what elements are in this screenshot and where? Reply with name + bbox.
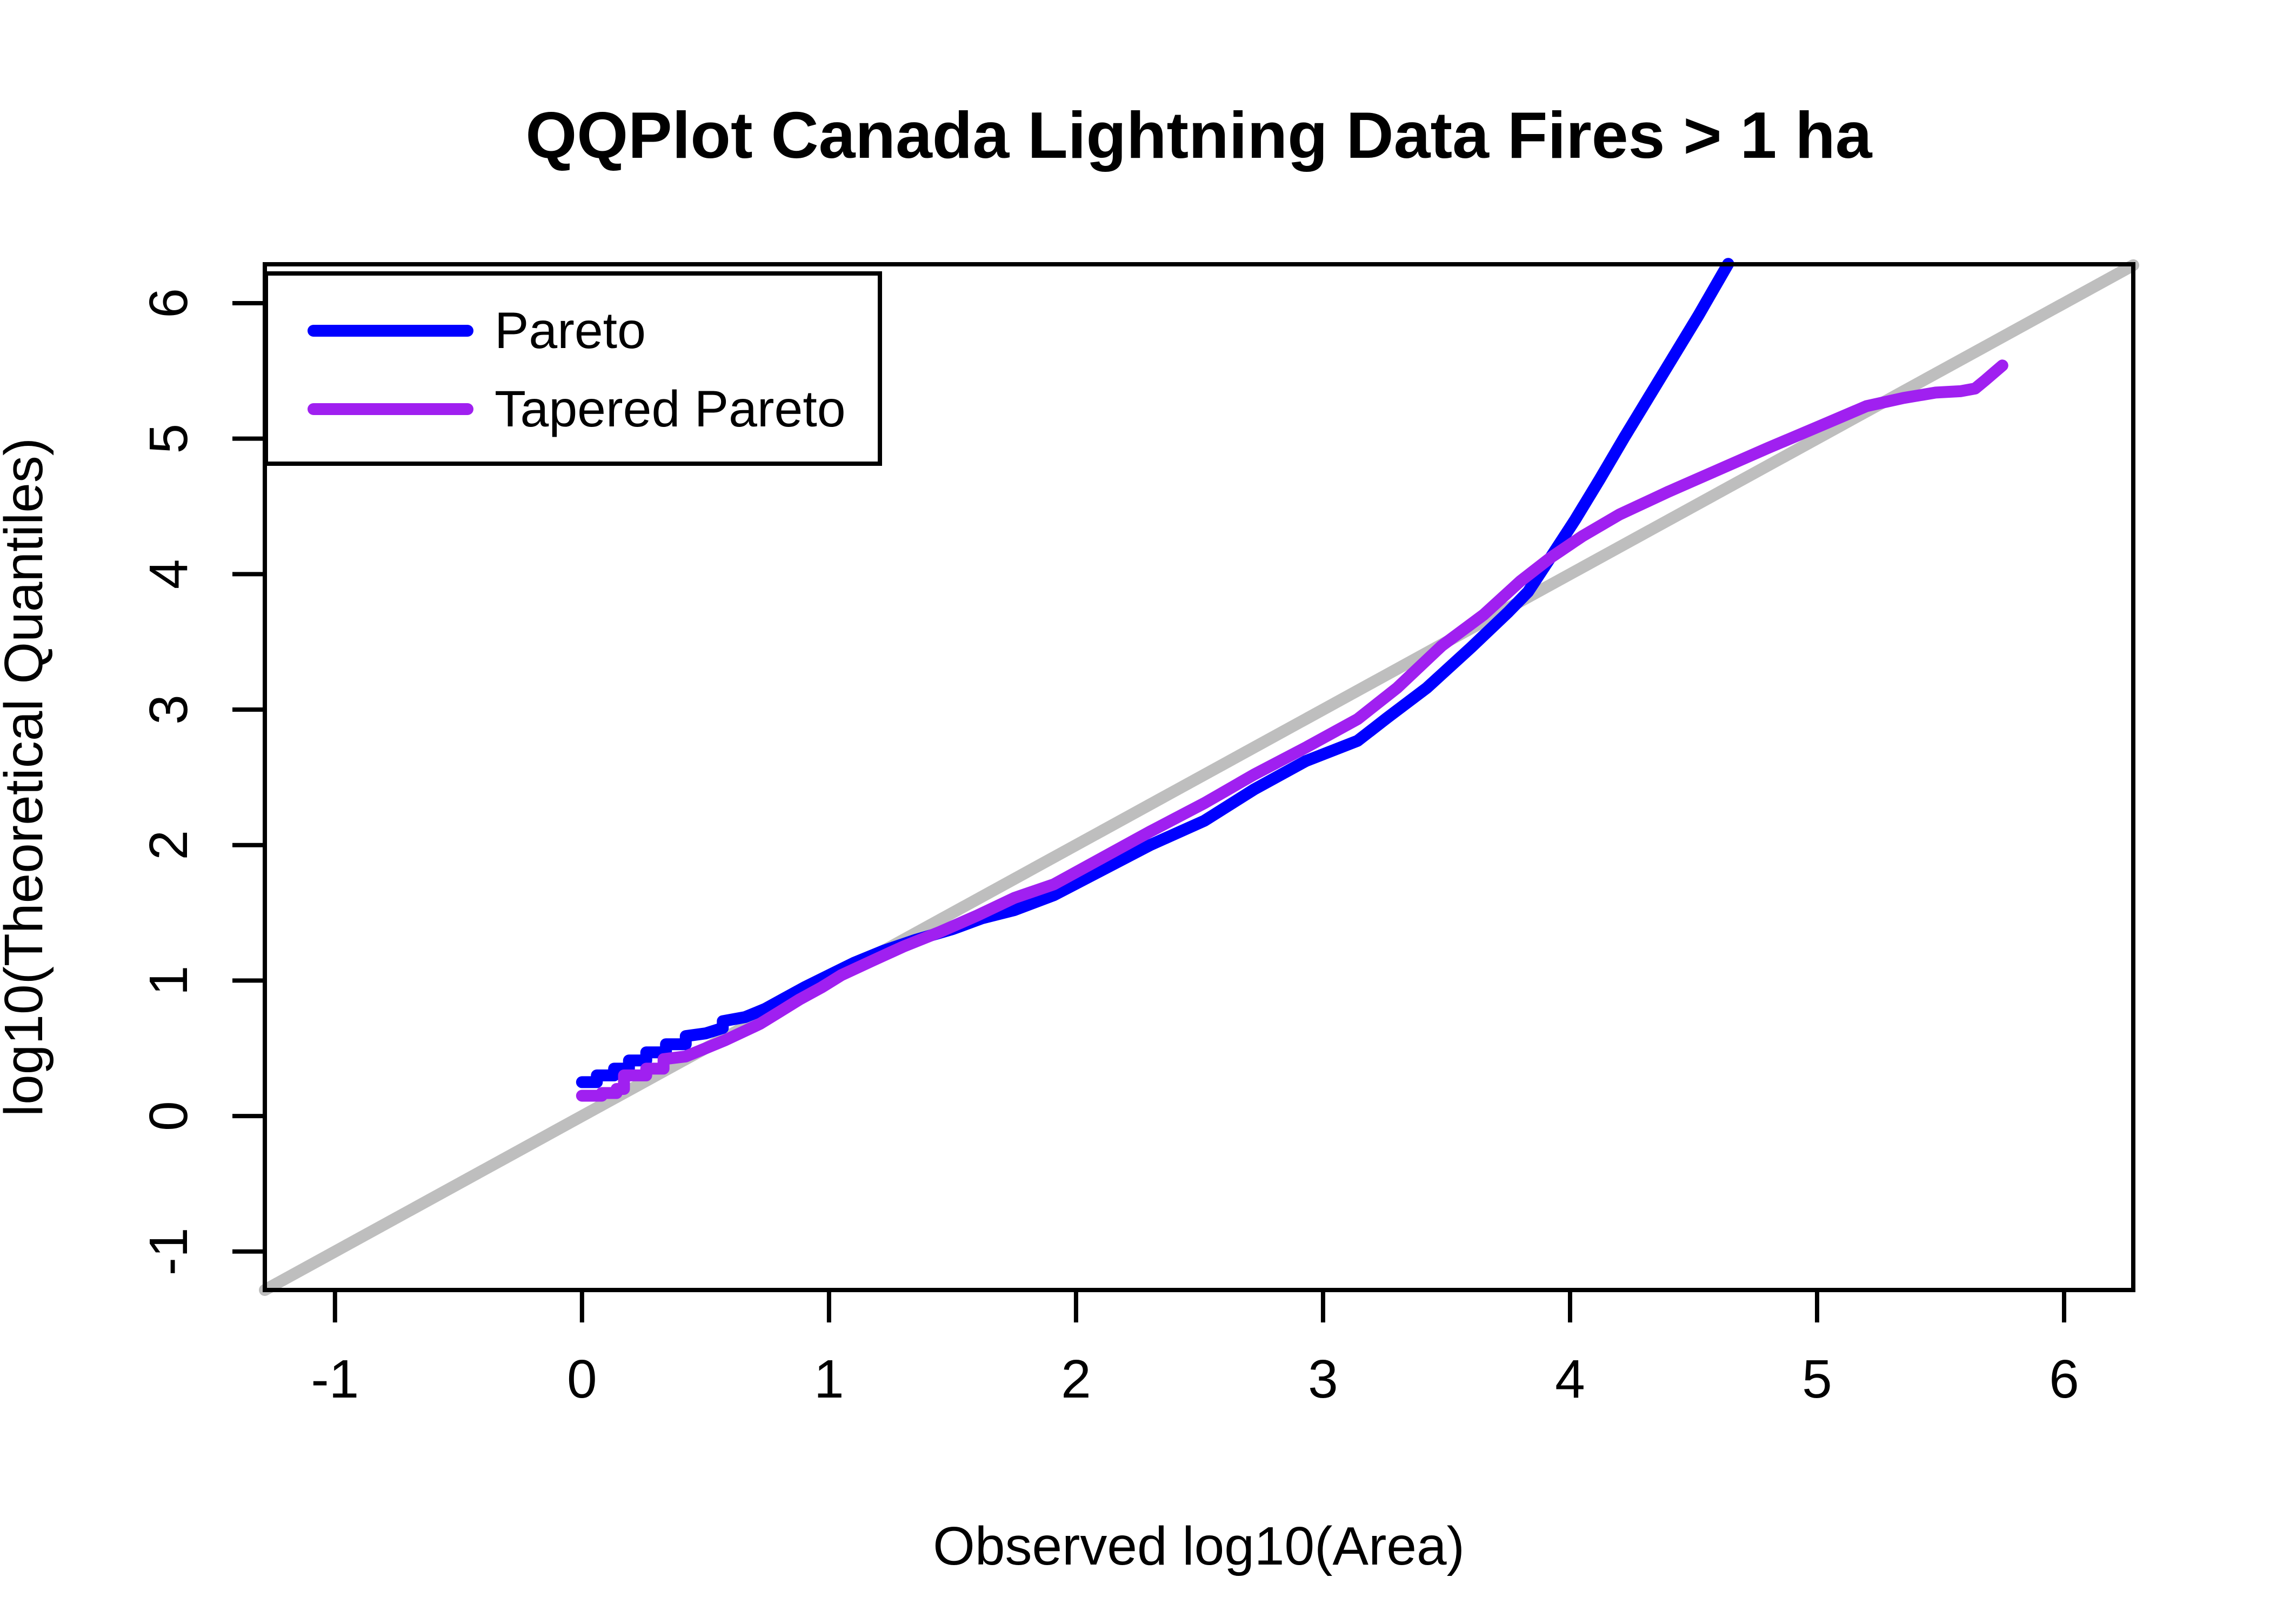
x-tick-label: 6 bbox=[2049, 1349, 2079, 1409]
legend-label-tapered-pareto: Tapered Pareto bbox=[495, 380, 846, 438]
y-tick-label: 2 bbox=[138, 830, 199, 860]
y-tick-label: 0 bbox=[138, 1101, 199, 1131]
x-tick-label: 4 bbox=[1555, 1349, 1585, 1409]
plot-title: QQPlot Canada Lightning Data Fires > 1 h… bbox=[525, 98, 1872, 172]
y-tick-label: 3 bbox=[138, 694, 199, 725]
x-tick-label: 1 bbox=[814, 1349, 844, 1409]
y-tick-label: 5 bbox=[138, 424, 199, 454]
x-tick-label: -1 bbox=[311, 1349, 359, 1409]
x-axis-label: Observed log10(Area) bbox=[933, 1516, 1465, 1576]
x-tick-label: 0 bbox=[567, 1349, 597, 1409]
plot-border bbox=[263, 262, 2135, 1292]
y-tick-label: 6 bbox=[138, 288, 199, 318]
series-line-tapered-pareto bbox=[576, 359, 2008, 1102]
y-tick-label: -1 bbox=[138, 1227, 199, 1275]
y-tick-label: 4 bbox=[138, 559, 199, 590]
legend: Pareto Tapered Pareto bbox=[264, 271, 882, 466]
axes-layer: -1 0 1 2 3 4 5 6 -1 0 1 2 3 4 5 6 bbox=[138, 288, 2079, 1409]
curves-layer bbox=[259, 258, 2139, 1296]
reference-line bbox=[259, 259, 2139, 1296]
legend-box bbox=[264, 271, 882, 466]
x-tick-label: 5 bbox=[1802, 1349, 1832, 1409]
legend-label-pareto: Pareto bbox=[495, 302, 646, 359]
y-tick-label: 1 bbox=[138, 966, 199, 996]
x-tick-label: 2 bbox=[1061, 1349, 1091, 1409]
y-axis-label: log10(Theoretical Quantiles) bbox=[0, 438, 54, 1117]
x-tick-label: 3 bbox=[1308, 1349, 1338, 1409]
